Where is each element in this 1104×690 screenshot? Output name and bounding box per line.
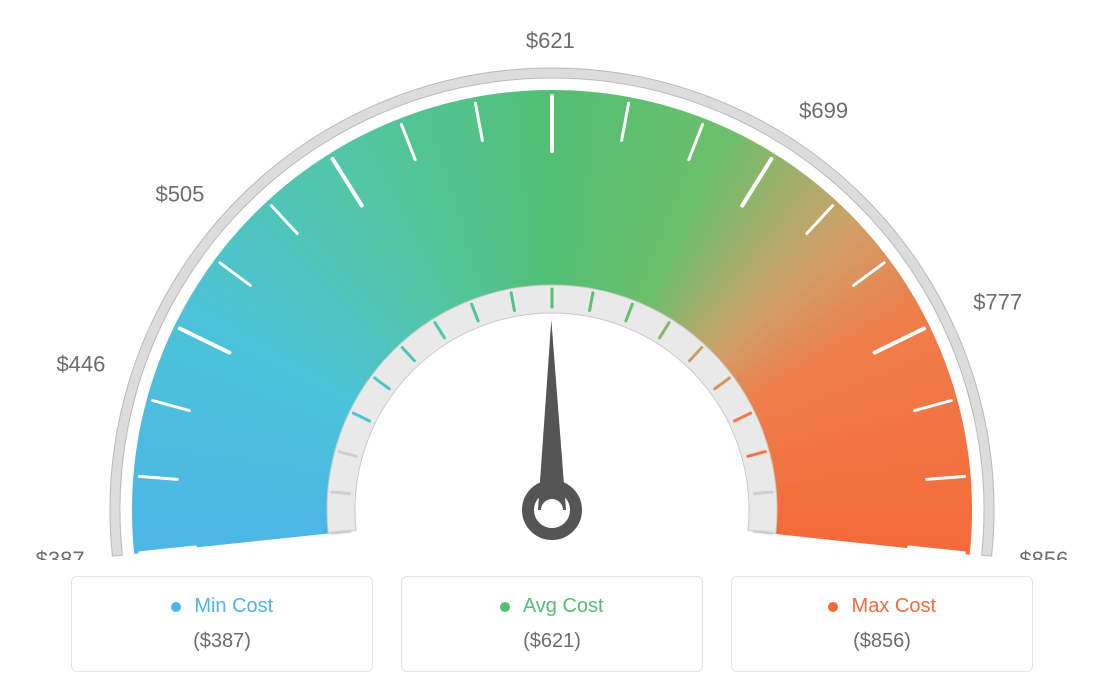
avg-dot-icon <box>500 602 510 612</box>
min-cost-label: Min Cost <box>194 595 273 617</box>
avg-cost-label: Avg Cost <box>523 595 604 617</box>
min-cost-title: Min Cost <box>72 595 372 618</box>
avg-cost-title: Avg Cost <box>402 595 702 618</box>
svg-text:$505: $505 <box>155 182 204 207</box>
svg-text:$699: $699 <box>799 98 848 123</box>
max-cost-card: Max Cost ($856) <box>731 576 1033 672</box>
svg-text:$446: $446 <box>56 352 105 377</box>
avg-cost-card: Avg Cost ($621) <box>401 576 703 672</box>
max-cost-label: Max Cost <box>852 595 936 617</box>
max-cost-title: Max Cost <box>732 595 1032 618</box>
min-cost-value: ($387) <box>72 630 372 653</box>
gauge-chart: $387 $446 $505 $621 $699 $777 $856 <box>0 0 1104 560</box>
avg-cost-value: ($621) <box>402 630 702 653</box>
min-cost-card: Min Cost ($387) <box>71 576 373 672</box>
max-dot-icon <box>828 602 838 612</box>
legend-row: Min Cost ($387) Avg Cost ($621) Max Cost… <box>0 576 1104 672</box>
min-dot-icon <box>171 602 181 612</box>
max-cost-value: ($856) <box>732 630 1032 653</box>
svg-text:$387: $387 <box>36 547 85 560</box>
svg-text:$777: $777 <box>973 289 1022 314</box>
svg-text:$856: $856 <box>1019 547 1068 560</box>
svg-text:$621: $621 <box>526 28 575 53</box>
